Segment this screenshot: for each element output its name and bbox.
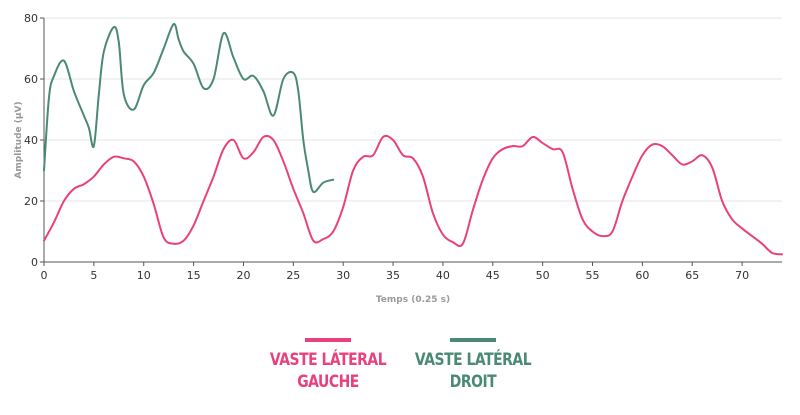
legend-item-droit[interactable]: VASTE LATÉRAL DROIT	[383, 338, 563, 393]
y-tick-label-80: 80	[24, 12, 38, 25]
x-tick-label-70: 70	[735, 269, 749, 282]
series-lines	[43, 23, 783, 256]
series-line-vaste-lateral-droit	[43, 23, 335, 194]
legend: VASTE LÁTERAL GAUCHE VASTE LATÉRAL DROIT	[0, 338, 800, 398]
y-tick-label-40: 40	[24, 134, 38, 147]
y-tick-label-20: 20	[24, 195, 38, 208]
x-tick-label-15: 15	[187, 269, 201, 282]
x-tick-label-30: 30	[336, 269, 350, 282]
x-tick-label-35: 35	[386, 269, 400, 282]
legend-label-gauche: VASTE LÁTERAL GAUCHE	[269, 350, 387, 392]
legend-label-droit: VASTE LATÉRAL DROIT	[414, 350, 532, 392]
x-tick-label-55: 55	[586, 269, 600, 282]
x-tick-label-40: 40	[436, 269, 450, 282]
y-tick-label-0: 0	[31, 256, 38, 269]
x-tick-label-25: 25	[286, 269, 300, 282]
gridlines	[44, 17, 782, 202]
y-axis-title: Amplitude (µV)	[14, 101, 24, 178]
legend-swatch-droit	[450, 338, 496, 342]
x-tick-label-45: 45	[486, 269, 500, 282]
legend-swatch-gauche	[305, 338, 351, 342]
x-tick-label-0: 0	[41, 269, 48, 282]
x-tick-label-5: 5	[90, 269, 97, 282]
x-tick-label-20: 20	[236, 269, 250, 282]
series-line-vaste-lateral-gauche	[43, 134, 783, 256]
legend-item-gauche[interactable]: VASTE LÁTERAL GAUCHE	[238, 338, 418, 393]
x-tick-label-10: 10	[137, 269, 151, 282]
x-tick-label-50: 50	[536, 269, 550, 282]
axes	[40, 17, 782, 266]
tick-labels: 0 20 40 60 80 0 5 10 15 20 25 30 35 40 45 50 55 60 65 70	[24, 12, 749, 282]
y-tick-label-60: 60	[24, 73, 38, 86]
x-axis-title: Temps (0.25 s)	[376, 295, 450, 305]
x-tick-label-60: 60	[635, 269, 649, 282]
x-tick-label-65: 65	[685, 269, 699, 282]
